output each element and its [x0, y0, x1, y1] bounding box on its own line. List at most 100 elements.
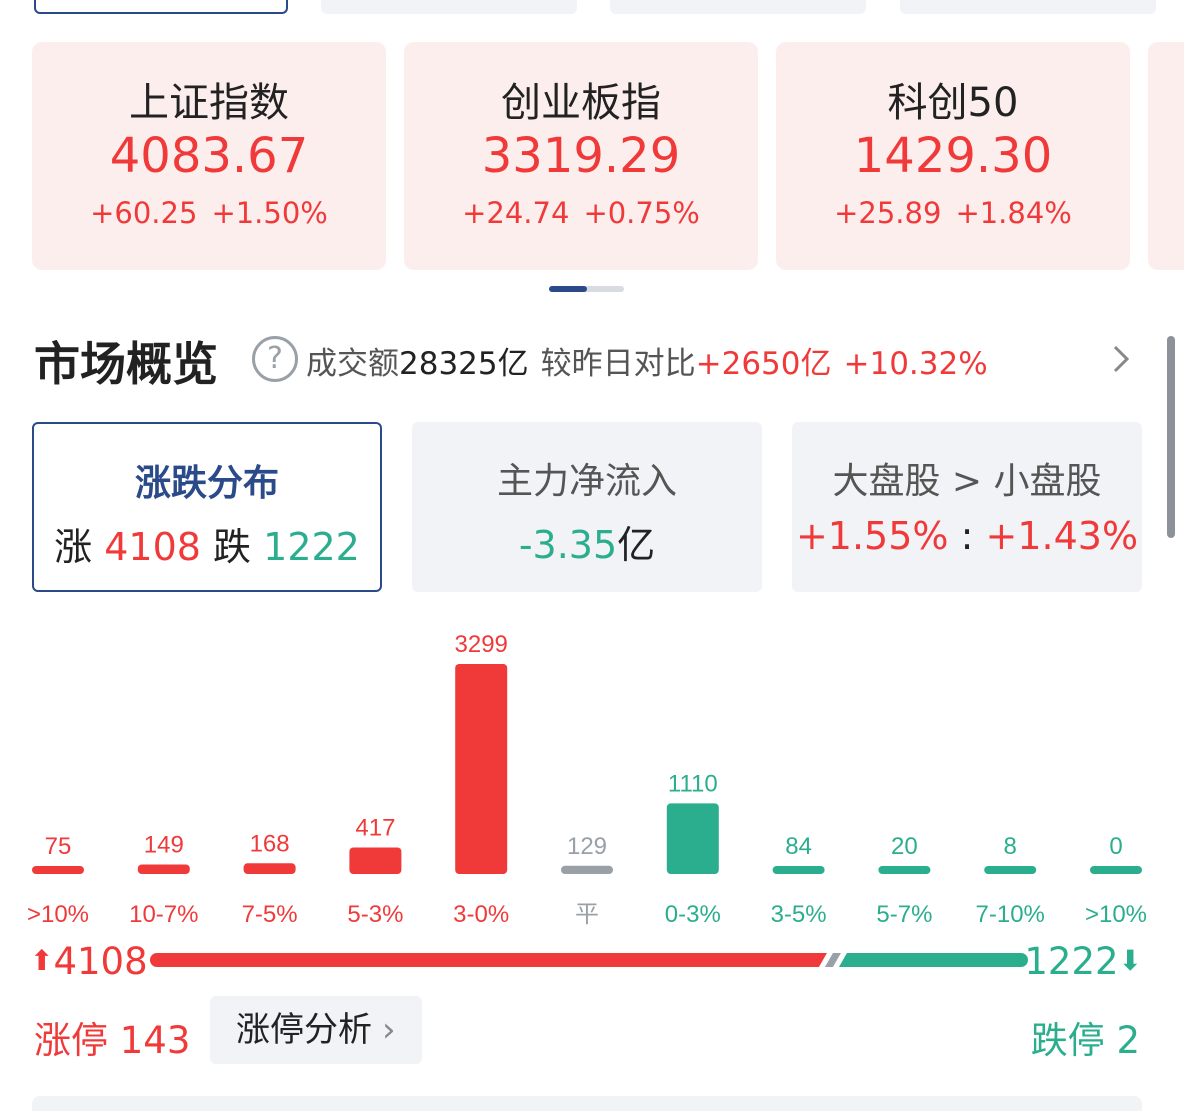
down-label: 跌: [213, 525, 252, 569]
index-value: 1429.30: [853, 128, 1053, 184]
ratio-sep: :: [960, 514, 974, 558]
index-change-pct: +1.84%: [955, 196, 1072, 230]
limit-up: 涨停 143: [34, 1010, 190, 1064]
tab-main-flow[interactable]: 主力净流入 -3.35亿: [412, 422, 762, 592]
stat-value: +1.55% : +1.43%: [792, 514, 1142, 558]
up-label: 涨: [54, 525, 93, 569]
chart-value-label: 1110: [668, 770, 718, 797]
scrollbar[interactable]: [1167, 336, 1175, 538]
section-title: 市场概览: [34, 337, 218, 391]
chart-value-label: 3299: [455, 631, 508, 658]
volume-label: 成交额: [306, 346, 399, 382]
index-card-shanghai[interactable]: 上证指数 4083.67 +60.25 +1.50%: [32, 42, 386, 270]
index-card-chinext[interactable]: 创业板指 3319.29 +24.74 +0.75%: [404, 42, 758, 270]
flat-ratio-segment: [824, 953, 841, 967]
chart-category-label: 3-5%: [771, 901, 827, 928]
limit-down: 跌停 2: [1031, 1010, 1140, 1064]
flow-value: -3.35: [518, 523, 618, 567]
carousel-pager: [549, 286, 624, 292]
chart-bar: [243, 863, 296, 874]
index-change-points: +25.89: [834, 196, 942, 230]
chart-bar: [455, 664, 508, 874]
tab-distribution[interactable]: 涨跌分布 涨 4108 跌 1222: [32, 422, 382, 592]
chart-value-label: 84: [785, 833, 812, 860]
chart-category-label: 7-10%: [976, 901, 1045, 928]
help-icon[interactable]: ?: [252, 336, 298, 382]
down-total-value: 1222: [1024, 940, 1119, 983]
index-change-pct: +1.50%: [211, 196, 328, 230]
small-cap-pct: +1.43%: [985, 514, 1139, 558]
chart-category-label: 5-3%: [347, 901, 403, 928]
chart-category-label: >10%: [1085, 901, 1147, 928]
index-name: 科创50: [887, 80, 1019, 126]
tab-cap-compare[interactable]: 大盘股 > 小盘股 +1.55% : +1.43%: [792, 422, 1142, 592]
chevron-right-icon: ›: [382, 1010, 396, 1050]
compare-label: 较昨日对比: [540, 346, 696, 382]
index-change: +25.89 +1.84%: [776, 196, 1130, 230]
chart-bar: [137, 864, 190, 874]
arrow-down-icon: ⬇: [1118, 944, 1142, 977]
limit-analysis-button[interactable]: 涨停分析 ›: [210, 996, 422, 1064]
chart-category-label: 0-3%: [665, 901, 721, 928]
top-tab-active[interactable]: [34, 0, 288, 14]
chart-bar: [561, 865, 613, 874]
index-name: 创业板指: [501, 80, 661, 126]
stat-title: 主力净流入: [496, 461, 677, 502]
index-change: +60.25 +1.50%: [32, 196, 386, 230]
down-ratio-segment: [838, 953, 1028, 967]
arrow-up-icon: ⬆: [30, 944, 54, 977]
index-change: +24.74 +0.75%: [404, 196, 758, 230]
distribution-chart-svg: 75 >10% 149 10-7% 168 7-5% 417 5-3% 3299 3-0% 129 平…: [27, 631, 1147, 928]
chart-value-label: 129: [567, 833, 607, 860]
top-tab[interactable]: [321, 0, 577, 14]
up-total-value: 4108: [53, 940, 148, 983]
chart-bar: [32, 866, 84, 874]
stat-title: 大盘股 > 小盘股: [832, 461, 1102, 502]
index-change-points: +60.25: [90, 196, 198, 230]
index-value: 3319.29: [481, 128, 681, 184]
chart-category-label: 5-7%: [876, 901, 932, 928]
up-total: ⬆4108: [30, 940, 148, 983]
chart-category-label: 3-0%: [453, 901, 509, 928]
up-count: 4108: [104, 525, 201, 569]
bottom-card: [32, 1096, 1142, 1111]
chart-bar: [1090, 866, 1142, 874]
chart-category-label: 7-5%: [242, 901, 298, 928]
chart-bar: [666, 803, 719, 874]
chart-value-label: 75: [45, 833, 72, 860]
stat-value: 涨 4108 跌 1222: [34, 516, 380, 571]
stat-value: -3.35亿: [412, 514, 762, 569]
large-cap-pct: +1.55%: [795, 514, 949, 558]
up-ratio-segment: [150, 953, 827, 967]
limit-up-value: 143: [119, 1019, 191, 1062]
chart-category-label: 平: [575, 901, 599, 928]
chevron-right-icon[interactable]: [1106, 344, 1136, 374]
chart-value-label: 417: [355, 814, 395, 841]
turnover-summary: 成交额28325亿 较昨日对比+2650亿 +10.32%: [306, 338, 988, 383]
index-card-star50[interactable]: 科创50 1429.30 +25.89 +1.84%: [776, 42, 1130, 270]
chart-bar: [878, 866, 931, 874]
index-cards-row: 上证指数 4083.67 +60.25 +1.50% 创业板指 3319.29 +…: [32, 42, 1184, 270]
limit-down-value: 2: [1116, 1019, 1140, 1062]
limit-down-label: 跌停: [1030, 1019, 1105, 1062]
index-change-points: +24.74: [462, 196, 570, 230]
index-card-partial[interactable]: [1148, 42, 1184, 270]
chart-category-label: >10%: [27, 901, 89, 928]
top-tab[interactable]: [900, 0, 1156, 14]
top-tab-strip: [0, 0, 1184, 16]
compare-pct: +10.32%: [843, 346, 988, 382]
chart-value-label: 20: [891, 833, 918, 860]
limit-up-label: 涨停: [34, 1019, 108, 1062]
chart-value-label: 168: [250, 830, 290, 857]
distribution-chart: 75 >10% 149 10-7% 168 7-5% 417 5-3% 3299 3-0% 129 平…: [0, 620, 1184, 940]
stat-title: 涨跌分布: [134, 463, 279, 504]
top-tab[interactable]: [610, 0, 866, 14]
chart-bar: [984, 866, 1037, 874]
chart-value-label: 149: [144, 832, 184, 859]
compare-value: +2650亿: [695, 346, 832, 382]
chart-bar: [349, 847, 402, 874]
limit-analysis-label: 涨停分析: [236, 1010, 372, 1050]
up-down-ratio-row: ⬆4108 1222⬇: [0, 940, 1184, 984]
chart-bar: [772, 866, 825, 874]
flow-unit: 亿: [617, 523, 656, 567]
